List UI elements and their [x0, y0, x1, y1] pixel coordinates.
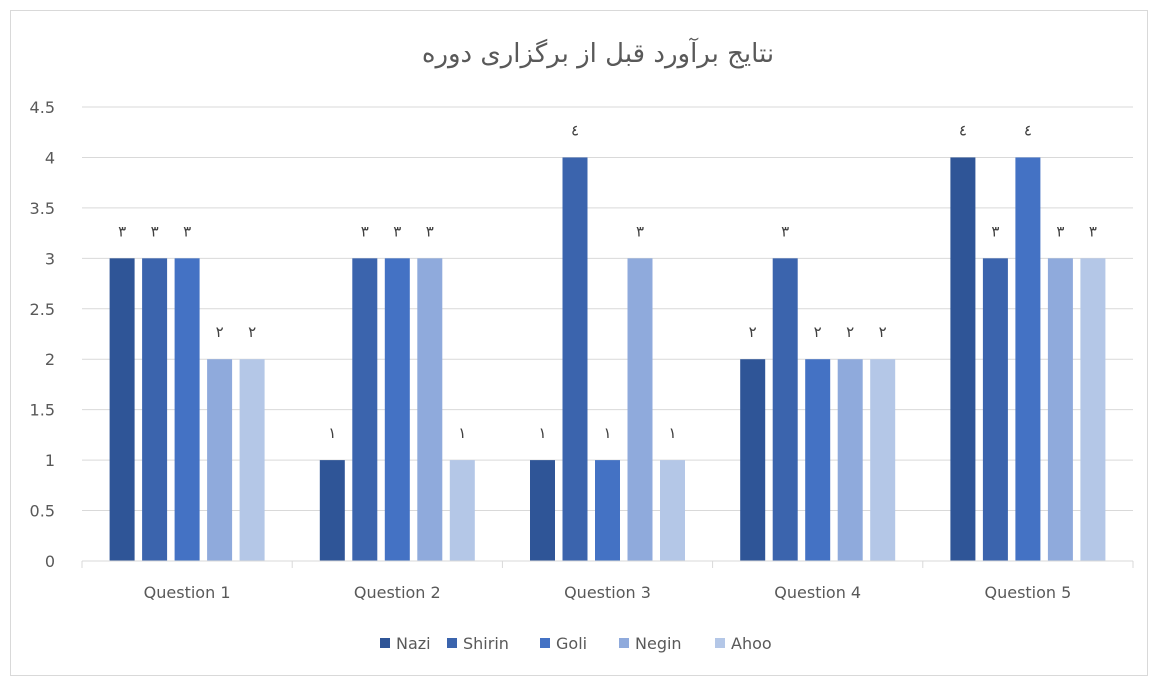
legend-label-shirin: Shirin	[463, 634, 509, 653]
data-label: ٤	[571, 121, 579, 139]
data-label: ٣	[1056, 222, 1064, 240]
data-label: ١	[603, 424, 611, 442]
y-tick-label: 1.5	[30, 401, 55, 420]
legend-label-nazi: Nazi	[396, 634, 431, 653]
bar-nazi	[109, 258, 135, 561]
data-label: ٣	[991, 222, 999, 240]
bar-nazi	[950, 157, 976, 561]
legend-swatch-negin	[619, 638, 629, 648]
legend: Nazi Shirin Goli Negin Ahoo	[380, 634, 772, 653]
bar-goli	[174, 258, 200, 561]
category-label: Question 1	[144, 583, 231, 602]
category-label: Question 3	[564, 583, 651, 602]
legend-swatch-goli	[540, 638, 550, 648]
y-tick-label: 2	[45, 350, 55, 369]
bar-negin	[627, 258, 653, 561]
legend-label-goli: Goli	[556, 634, 587, 653]
bar-negin	[837, 359, 863, 561]
bar-shirin	[352, 258, 378, 561]
y-tick-label: 4	[45, 148, 55, 167]
bar-goli	[1015, 157, 1041, 561]
bar-ahoo	[239, 359, 265, 561]
data-labels: ٣ ١ ١ ٢ ٤ ٣ ٣ ٤ ٣ ٣ ٣ ٣ ١ ٢ ٤ ٢ ٣ ٣ ٢ ٣ ٢ ١ ١ ٢ ٣	[118, 121, 1097, 442]
data-label: ٣	[118, 222, 126, 240]
data-label: ١	[328, 424, 336, 442]
bar-negin	[1047, 258, 1073, 561]
y-tick-label: 1	[45, 451, 55, 470]
y-tick-label: 2.5	[30, 300, 55, 319]
legend-swatch-shirin	[447, 638, 457, 648]
bar-shirin	[982, 258, 1008, 561]
bar-ahoo	[449, 460, 475, 561]
bar-shirin	[772, 258, 798, 561]
data-label: ٤	[959, 121, 967, 139]
y-tick-label: 3.5	[30, 199, 55, 218]
data-label: ٢	[846, 323, 854, 341]
category-label: Question 4	[774, 583, 861, 602]
data-label: ٣	[1089, 222, 1097, 240]
bar-goli	[805, 359, 831, 561]
x-axis-categories: Question 1 Question 2 Question 3 Question 4…	[81, 560, 1134, 602]
data-label: ١	[458, 424, 466, 442]
category-label: Question 2	[354, 583, 441, 602]
data-label: ٢	[749, 323, 757, 341]
bar-goli	[384, 258, 410, 561]
data-label: ٤	[1024, 121, 1032, 139]
data-label: ١	[538, 424, 546, 442]
legend-swatch-nazi	[380, 638, 390, 648]
chart-title: نتایج برآورد قبل از برگزاری دوره	[422, 37, 774, 69]
legend-label-ahoo: Ahoo	[731, 634, 772, 653]
bar-nazi	[319, 460, 345, 561]
data-label: ٣	[183, 222, 191, 240]
data-label: ٣	[393, 222, 401, 240]
bar-shirin	[562, 157, 588, 561]
data-label: ٣	[151, 222, 159, 240]
bar-negin	[417, 258, 443, 561]
bar-nazi	[740, 359, 766, 561]
data-label: ٣	[361, 222, 369, 240]
y-tick-label: 4.5	[30, 98, 55, 117]
y-tick-label: 0	[45, 552, 55, 571]
y-axis-ticks: 0 0.5 1 1.5 2 2.5 3 3.5 4 4.5	[30, 98, 55, 571]
data-label: ٢	[814, 323, 822, 341]
y-tick-label: 0.5	[30, 502, 55, 521]
bar-ahoo	[1080, 258, 1106, 561]
data-label: ٣	[426, 222, 434, 240]
bar-goli	[595, 460, 620, 561]
bar-negin	[207, 359, 233, 561]
bar-ahoo	[870, 359, 896, 561]
data-label: ٣	[781, 222, 789, 240]
bar-ahoo	[660, 460, 685, 561]
data-label: ٣	[636, 222, 644, 240]
legend-swatch-ahoo	[715, 638, 725, 648]
data-label: ٢	[248, 323, 256, 341]
category-label: Question 5	[984, 583, 1071, 602]
bar-shirin	[142, 258, 168, 561]
bar-nazi	[530, 460, 555, 561]
data-label: ٢	[216, 323, 224, 341]
data-label: ٢	[879, 323, 887, 341]
bars	[109, 157, 1106, 561]
legend-label-negin: Negin	[635, 634, 682, 653]
data-label: ١	[668, 424, 676, 442]
y-tick-label: 3	[45, 249, 55, 268]
